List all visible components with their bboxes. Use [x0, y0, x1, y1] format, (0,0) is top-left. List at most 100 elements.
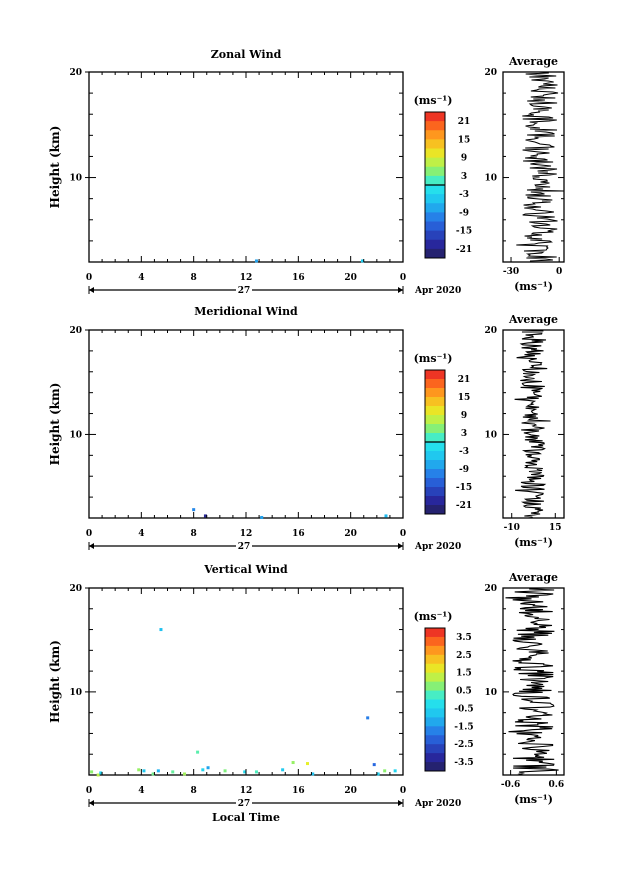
x-tick-label: 20: [344, 786, 357, 796]
plot-frame: [88, 71, 404, 263]
colorbar-segment: [425, 121, 445, 131]
profile-frame: [502, 71, 565, 263]
panel-title: Zonal Wind: [211, 48, 282, 61]
x-tick-label: 16: [292, 529, 305, 539]
profile-x-tick-label: 15: [549, 523, 562, 533]
profile-x-label: (ms⁻¹): [514, 536, 553, 549]
x-tick-label: 20: [344, 273, 357, 283]
colorbar-segment: [425, 212, 445, 222]
data-cell: [305, 762, 309, 766]
colorbar-segment: [425, 699, 445, 709]
x-tick-label: 12: [240, 529, 253, 539]
x-tick-label: 0: [86, 529, 92, 539]
colorbar-tick-label: 2.5: [456, 651, 472, 661]
profile-y-tick-label: 10: [484, 430, 497, 440]
data-cell: [151, 772, 155, 776]
colorbar-segment: [425, 442, 445, 452]
data-cell: [99, 771, 103, 775]
profile-line: [516, 71, 565, 263]
data-cell: [192, 508, 196, 512]
colorbar-segment: [425, 505, 445, 515]
colorbar-tick-label: -15: [456, 227, 472, 237]
colorbar-segment: [425, 744, 445, 754]
data-cell: [203, 514, 207, 518]
colorbar-tick-label: -9: [459, 465, 469, 475]
data-cell: [171, 770, 175, 774]
colorbar-segment: [425, 130, 445, 140]
colorbar-segment: [425, 230, 445, 241]
profile-line: [505, 587, 559, 776]
colorbar-tick-label: 1.5: [456, 669, 472, 679]
data-cell: [376, 772, 380, 776]
x-tick-label: 8: [191, 786, 197, 796]
colorbar-segment: [425, 636, 445, 647]
date-label: Apr 2020: [414, 286, 461, 296]
colorbar-segment: [425, 717, 445, 727]
data-cell: [90, 770, 94, 774]
colorbar-segment: [425, 690, 445, 700]
colorbar-segment: [425, 628, 445, 638]
day-label-bg: [236, 798, 252, 807]
day-label: 27: [238, 542, 251, 552]
data-cell: [142, 769, 146, 773]
date-bar-arrow-left: [89, 287, 94, 293]
colorbar-segment: [425, 166, 445, 177]
profile-x-tick-label: 0: [556, 267, 562, 277]
colorbar-tick-label: 9: [461, 154, 467, 164]
colorbar-tick-label: 15: [458, 135, 471, 145]
y-tick-label: 10: [69, 430, 82, 440]
x-tick-label: 0: [400, 273, 406, 283]
profile-x-label: (ms⁻¹): [514, 280, 553, 293]
colorbar-segment: [425, 672, 445, 683]
y-axis-label: Height (km): [48, 383, 62, 466]
data-cell: [201, 768, 205, 772]
colorbar-tick-label: 15: [458, 393, 471, 403]
data-cell: [183, 772, 187, 776]
colorbar-segment: [425, 681, 445, 691]
colorbar-segment: [425, 203, 445, 213]
colorbar-segment: [425, 388, 445, 398]
date-bar-arrow-left: [89, 543, 94, 549]
colorbar-segment: [425, 397, 445, 407]
colorbar-segment: [425, 424, 445, 434]
colorbar-tick-label: -3.5: [454, 758, 473, 768]
x-tick-label: 8: [191, 529, 197, 539]
colorbar-segment: [425, 379, 445, 389]
colorbar-segment: [425, 663, 445, 674]
colorbar-segment: [425, 645, 445, 656]
colorbar-tick-label: 9: [461, 411, 467, 421]
colorbar-segment: [425, 762, 445, 772]
colorbar-segment: [425, 415, 445, 425]
colorbar-segment: [425, 496, 445, 506]
colorbar-segment: [425, 175, 445, 186]
colorbar-tick-label: 21: [458, 117, 471, 127]
profile-y-tick-label: 20: [484, 68, 497, 78]
colorbar-tick-label: -21: [456, 501, 472, 511]
x-tick-label: 0: [86, 273, 92, 283]
profile-y-tick-label: 10: [484, 688, 497, 698]
date-bar-arrow-right: [398, 800, 403, 806]
x-tick-label: 12: [240, 273, 253, 283]
y-tick-label: 10: [69, 688, 82, 698]
colorbar-segment: [425, 185, 445, 195]
x-tick-label: 8: [191, 273, 197, 283]
x-tick-label: 4: [138, 786, 144, 796]
data-cell: [159, 628, 163, 632]
x-tick-label: 0: [400, 529, 406, 539]
y-axis-label: Height (km): [48, 640, 62, 723]
colorbar-tick-label: -21: [456, 245, 472, 255]
colorbar-segment: [425, 708, 445, 718]
profile-x-tick-label: -10: [504, 523, 520, 533]
colorbar-segment: [425, 221, 445, 232]
day-label: 27: [238, 286, 251, 296]
data-cell: [223, 769, 227, 773]
plot-frame: [88, 587, 404, 776]
colorbar-tick-label: 0.5: [456, 687, 472, 697]
profile-frame: [502, 587, 565, 776]
colorbar-tick-label: -2.5: [454, 740, 473, 750]
colorbar-segment: [425, 157, 445, 168]
colorbar-segment: [425, 726, 445, 736]
colorbar-segment: [425, 248, 445, 259]
date-bar-arrow-right: [398, 543, 403, 549]
